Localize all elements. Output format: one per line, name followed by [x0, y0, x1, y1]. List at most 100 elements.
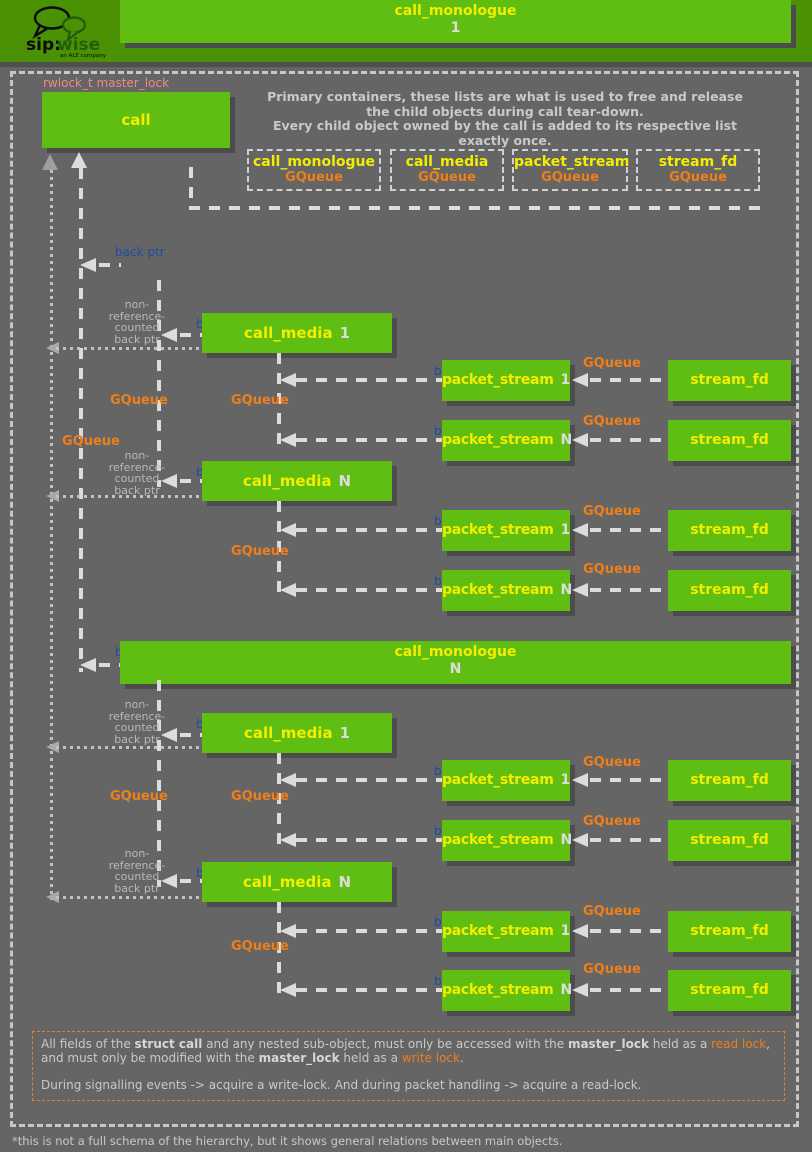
- node-title: packet_stream: [442, 923, 554, 939]
- note-bold: struct call: [134, 1037, 203, 1051]
- node-title: call_monologue: [394, 3, 517, 19]
- container-title: call_media: [405, 154, 489, 170]
- node-title: call_media: [243, 324, 333, 342]
- note-text: held as a: [648, 1037, 712, 1051]
- non-ref-back-ptr-label: non- reference- counted back ptr: [92, 450, 182, 496]
- gqueue-label: GQueue: [583, 504, 641, 519]
- non-ref-line: non-: [124, 698, 150, 711]
- note-read-lock: read lock: [711, 1037, 767, 1051]
- arrow-left-icon: [572, 583, 588, 597]
- arrow-left-icon: [280, 773, 296, 787]
- note-line-2: and must only be modified with the maste…: [41, 1050, 776, 1066]
- non-ref-line: back ptr: [114, 881, 160, 895]
- non-ref-line: counted: [114, 321, 160, 334]
- arrow-left-icon: [280, 833, 296, 847]
- intro-paragraph-2: Every child object owned by the call is …: [272, 118, 738, 148]
- stream-back-ptr-line: [296, 778, 442, 782]
- stream-fd-box: stream_fd: [668, 820, 791, 861]
- sipwise-logo: sip: wise an ALE company: [26, 6, 107, 59]
- gqueue-label: GQueue: [583, 962, 641, 977]
- lock-note-box: All fields of the struct call and any ne…: [32, 1031, 785, 1101]
- arrow-left-icon: [572, 373, 588, 387]
- call-box: call: [42, 92, 230, 148]
- node-index: 1: [560, 772, 571, 788]
- stream-fd-box: stream_fd: [668, 510, 791, 551]
- arrow-left-icon: [161, 328, 177, 342]
- stream-back-ptr-line: [296, 528, 442, 532]
- arrow-left-icon: [572, 773, 588, 787]
- gqueue-label: GQueue: [583, 356, 641, 371]
- stream-fd-box: stream_fd: [668, 570, 791, 611]
- arrow-left-icon: [80, 258, 96, 272]
- media-stream-queue-line: [277, 753, 281, 844]
- back-ptr-line: [180, 733, 202, 737]
- arrow-left-icon: [161, 728, 177, 742]
- note-line-1: All fields of the struct call and any ne…: [41, 1037, 776, 1052]
- arrow-left-icon: [572, 924, 588, 938]
- non-ref-line: back ptr: [114, 483, 160, 497]
- packet-stream-n-box: packet_stream N: [442, 970, 572, 1011]
- stream-fd-box: stream_fd: [668, 970, 791, 1011]
- non-ref-back-ptr-line: [56, 347, 202, 350]
- footer-disclaimer: *this is not a full schema of the hierar…: [12, 1134, 563, 1148]
- call-media-1-box: call_media 1: [202, 713, 392, 753]
- arrow-left-icon: [572, 983, 588, 997]
- non-ref-line: non-: [124, 298, 150, 311]
- node-title: packet_stream: [442, 372, 554, 388]
- fd-back-ptr-line: [590, 988, 668, 992]
- gqueue-label: GQueue: [583, 414, 641, 429]
- back-ptr-line: [99, 663, 121, 667]
- node-title: packet_stream: [442, 832, 554, 848]
- note-text: and any nested sub-object, must only be …: [202, 1037, 568, 1051]
- logo-tagline: an ALE company: [60, 53, 107, 59]
- arrow-left-icon: [46, 490, 59, 502]
- node-index: 1: [560, 923, 571, 939]
- node-index: N: [560, 832, 572, 848]
- node-title: packet_stream: [442, 982, 554, 998]
- gqueue-label: GQueue: [231, 789, 289, 804]
- logo-wise-text: wise: [57, 35, 100, 55]
- arrow-left-icon: [161, 874, 177, 888]
- stream-back-ptr-line: [296, 438, 442, 442]
- non-ref-back-ptr-label: non- reference- counted back ptr: [92, 299, 182, 345]
- node-index: N: [560, 582, 572, 598]
- logo-sip-text: sip:: [26, 35, 61, 55]
- intro-text: Primary containers, these lists are what…: [255, 89, 755, 148]
- container-call-monologue: call_monologue GQueue: [247, 149, 381, 191]
- fd-back-ptr-line: [590, 838, 668, 842]
- non-ref-line: reference-: [108, 709, 166, 723]
- note-text: held as a: [339, 1050, 402, 1065]
- call-media-n-box: call_media N: [202, 862, 392, 902]
- note-line-3: During signalling events -> acquire a wr…: [41, 1078, 642, 1092]
- monologue-media-queue-line: [157, 280, 161, 487]
- non-ref-line: counted: [114, 472, 160, 485]
- arrow-left-icon: [572, 433, 588, 447]
- stream-back-ptr-line: [296, 588, 442, 592]
- packet-stream-1-box: packet_stream 1: [442, 760, 570, 801]
- non-ref-back-ptr-label: non- reference- counted back ptr: [92, 699, 182, 745]
- packet-stream-1-box: packet_stream 1: [442, 911, 570, 952]
- non-ref-line: counted: [114, 870, 160, 883]
- arrow-left-icon: [280, 924, 296, 938]
- note-text: All fields of the: [41, 1037, 135, 1051]
- container-call-media: call_media GQueue: [390, 149, 504, 191]
- gqueue-label: GQueue: [231, 939, 289, 954]
- note-text: ,: [766, 1037, 770, 1051]
- note-bold: master_lock: [567, 1037, 649, 1051]
- non-ref-line: counted: [114, 721, 160, 734]
- node-title: call_monologue: [394, 644, 517, 660]
- container-type: GQueue: [285, 170, 343, 185]
- note-bold: master_lock: [258, 1050, 340, 1065]
- note-text: .: [459, 1050, 464, 1065]
- packet-stream-n-box: packet_stream N: [442, 420, 572, 461]
- gqueue-label: GQueue: [231, 393, 289, 408]
- node-index: 1: [450, 20, 461, 36]
- non-ref-back-ptr-label: non- reference- counted back ptr: [92, 848, 182, 894]
- arrow-left-icon: [161, 474, 177, 488]
- node-index: N: [338, 873, 352, 891]
- non-ref-back-ptr-line: [56, 495, 202, 498]
- note-write-lock: write lock: [401, 1050, 460, 1065]
- call-monologue-1-box: call_monologue 1: [120, 0, 791, 43]
- container-type: GQueue: [669, 170, 727, 185]
- back-ptr-line: [180, 879, 202, 883]
